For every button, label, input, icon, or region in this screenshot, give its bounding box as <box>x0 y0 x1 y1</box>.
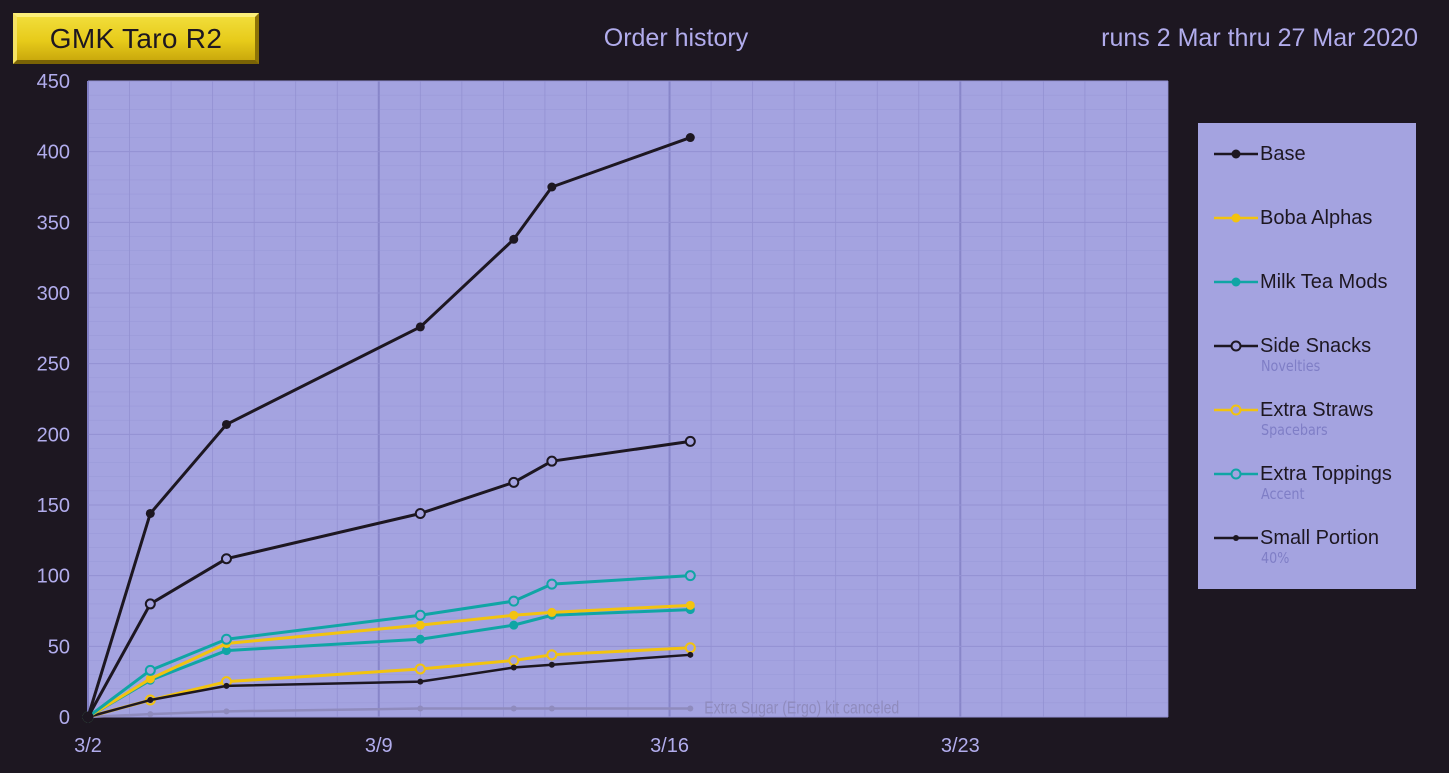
data-point <box>223 682 230 689</box>
x-tick-label: 3/16 <box>650 735 689 757</box>
legend: Base Boba Alphas Milk Tea Mods Side Snacks N… <box>1198 123 1416 589</box>
data-point <box>147 711 154 718</box>
legend-item: Extra Straws Spacebars <box>1198 398 1416 448</box>
data-point <box>414 663 426 675</box>
data-point <box>223 708 230 715</box>
data-point <box>145 508 155 518</box>
legend-item: Extra Toppings Accent <box>1198 462 1416 512</box>
x-tick-label: 3/2 <box>74 735 102 757</box>
legend-swatch <box>1214 468 1258 480</box>
data-point <box>417 678 424 685</box>
y-tick-label: 400 <box>37 142 70 164</box>
legend-label: Milk Tea Mods <box>1260 271 1388 293</box>
data-point <box>144 664 156 676</box>
legend-item: Small Portion 40% <box>1198 526 1416 576</box>
legend-swatch <box>1214 535 1258 541</box>
data-point <box>415 620 425 630</box>
legend-swatch <box>1214 149 1258 159</box>
data-point <box>687 705 694 712</box>
data-point <box>684 435 696 447</box>
data-point <box>221 419 231 429</box>
legend-swatch <box>1214 277 1258 287</box>
data-point <box>414 507 426 519</box>
data-point <box>147 697 154 704</box>
data-point <box>684 642 696 654</box>
data-point <box>83 712 93 722</box>
legend-item: Side Snacks Novelties <box>1198 334 1416 384</box>
legend-label: Base <box>1260 143 1306 165</box>
annotations: Extra Sugar (Ergo) kit canceled <box>704 698 899 718</box>
data-point <box>415 634 425 644</box>
data-point <box>508 654 520 666</box>
series-side-snacks <box>82 435 696 723</box>
legend-swatch <box>1214 404 1258 416</box>
data-point <box>417 705 424 712</box>
series-canceled-kit <box>85 705 694 720</box>
data-point <box>684 570 696 582</box>
y-tick-label: 300 <box>37 283 70 305</box>
data-point <box>547 182 557 192</box>
data-point <box>144 598 156 610</box>
legend-sublabel: 40% <box>1261 549 1290 567</box>
data-point <box>509 234 519 244</box>
legend-item: Base <box>1198 142 1416 192</box>
y-tick-label: 200 <box>37 424 70 446</box>
data-point <box>509 620 519 630</box>
legend-sublabel: Accent <box>1261 485 1305 503</box>
data-point <box>145 674 155 684</box>
data-point <box>508 476 520 488</box>
series-base <box>83 133 695 722</box>
data-point <box>508 595 520 607</box>
data-point <box>510 664 517 671</box>
y-tick-label: 0 <box>59 707 70 729</box>
data-point <box>548 661 555 668</box>
data-point <box>221 646 231 656</box>
title-badge: GMK Taro R2 <box>13 13 259 64</box>
data-point <box>220 553 232 565</box>
legend-swatch <box>1214 213 1258 223</box>
legend-sublabel: Spacebars <box>1261 421 1328 439</box>
data-point <box>415 322 425 332</box>
legend-label: Extra Toppings <box>1260 463 1392 485</box>
y-tick-label: 100 <box>37 566 70 588</box>
legend-label: Boba Alphas <box>1260 207 1373 229</box>
run-dates: runs 2 Mar thru 27 Mar 2020 <box>1101 24 1418 52</box>
y-tick-label: 250 <box>37 354 70 376</box>
legend-item: Boba Alphas <box>1198 206 1416 256</box>
data-point <box>546 455 558 467</box>
data-point <box>546 578 558 590</box>
data-point <box>548 705 555 712</box>
chart-title: Order history <box>603 24 749 52</box>
legend-label: Extra Straws <box>1260 399 1374 421</box>
data-point <box>509 610 519 620</box>
legend-sublabel: Novelties <box>1261 357 1321 375</box>
data-point <box>547 607 557 617</box>
grid-lines <box>87 80 1169 718</box>
badge-text: GMK Taro R2 <box>49 22 223 54</box>
legend-label: Small Portion <box>1260 527 1379 549</box>
data-point <box>220 633 232 645</box>
series-lines <box>82 133 696 723</box>
y-tick-label: 50 <box>48 636 70 658</box>
legend-label: Side Snacks <box>1260 335 1372 357</box>
data-point <box>546 649 558 661</box>
y-tick-label: 350 <box>37 212 70 234</box>
x-tick-label: 3/9 <box>365 735 393 757</box>
legend-item: Milk Tea Mods <box>1198 270 1416 320</box>
annotation-text: Extra Sugar (Ergo) kit canceled <box>704 698 899 718</box>
data-point <box>687 651 694 658</box>
legend-swatch <box>1214 340 1258 352</box>
data-point <box>685 600 695 610</box>
data-point <box>510 705 517 712</box>
axes: 0 50 100 150 200 250 300 350 400 450 3/2 3/9 3/16 3/2… <box>37 71 980 757</box>
y-tick-label: 150 <box>37 495 70 517</box>
data-point <box>685 133 695 143</box>
y-tick-label: 450 <box>37 71 70 93</box>
x-tick-label: 3/23 <box>941 735 980 757</box>
data-point <box>414 609 426 621</box>
